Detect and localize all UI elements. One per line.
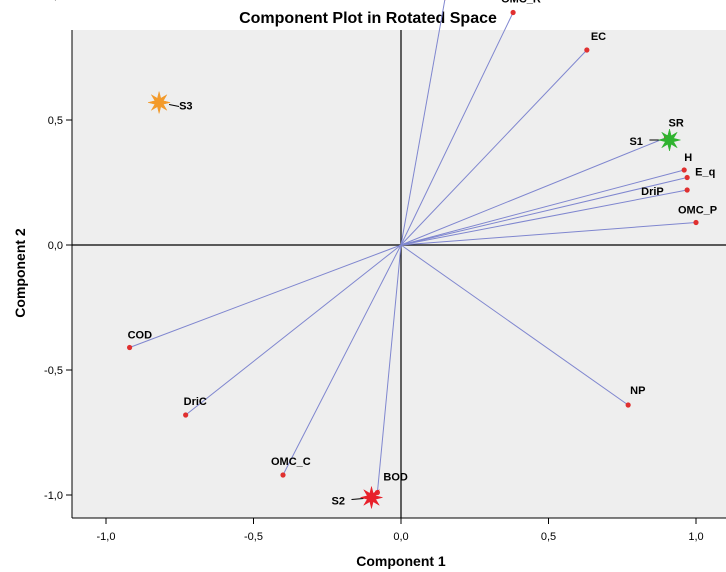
point-cod — [127, 344, 133, 351]
x-axis-label: Component 1 — [356, 553, 446, 569]
plot-area — [72, 30, 726, 518]
vector-omc-r — [400, 12, 514, 246]
y-tick-label: 0,5 — [48, 115, 63, 127]
label-omc-c: OMC_C — [271, 456, 311, 468]
star-label-s3: S3 — [179, 101, 192, 113]
vector-drir — [400, 0, 446, 246]
vector-omc-p — [400, 222, 697, 246]
x-tick-label: 1,0 — [688, 531, 703, 543]
vector-ec — [400, 49, 588, 246]
y-tick-label: 1,0 — [48, 0, 63, 2]
x-tick-label: 0,0 — [393, 531, 408, 543]
label-ec: EC — [591, 31, 606, 43]
y-tick-label: -0,5 — [44, 365, 63, 377]
vector-cod — [129, 244, 402, 348]
vector-np — [400, 244, 629, 406]
label-dric: DriC — [184, 396, 207, 408]
star-leader-s2 — [351, 498, 364, 500]
vector-bod — [376, 244, 402, 493]
point-omc-p — [693, 219, 699, 226]
vector-dric — [185, 244, 402, 416]
point-dric — [183, 412, 189, 418]
point-h — [681, 167, 687, 173]
chart-title: Component Plot in Rotated Space — [239, 10, 497, 27]
point-omc-r — [510, 9, 516, 16]
star-label-s1: S1 — [629, 136, 642, 148]
point-drip — [684, 187, 690, 193]
x-tick-label: -1,0 — [97, 531, 116, 543]
label-sr: SR — [669, 118, 684, 130]
vector-e-q — [400, 177, 688, 246]
y-axis-ticks: 1,0 0,5 0,0 -0,5 -1,0 — [44, 0, 72, 502]
point-e-q — [684, 174, 690, 181]
loading-vectors — [129, 0, 697, 493]
label-omc-p: OMC_P — [678, 205, 717, 217]
star-s3 — [148, 91, 171, 114]
label-omc-r: OMC_R — [501, 0, 541, 6]
x-tick-label: -0,5 — [244, 531, 263, 543]
point-ec — [584, 47, 590, 53]
label-drip: DriP — [641, 186, 664, 198]
label-h: H — [684, 152, 692, 164]
y-tick-label: -1,0 — [44, 490, 63, 502]
star-markers — [148, 91, 681, 509]
point-omc-c — [280, 472, 286, 478]
point-labels: DriROMC_RECSRHE_qDriPOMC_PNPBODOMC_CDriC… — [128, 0, 718, 508]
label-np: NP — [630, 385, 645, 397]
vector-drip — [400, 189, 688, 246]
vector-sr — [400, 137, 667, 246]
star-label-s2: S2 — [332, 496, 345, 508]
zero-axes — [72, 30, 726, 518]
star-s1 — [658, 128, 681, 152]
x-tick-label: 0,5 — [541, 531, 556, 543]
vector-h — [400, 169, 685, 246]
x-axis-ticks: -1,0 -0,5 0,0 0,5 1,0 — [97, 518, 704, 543]
star-leader-s3 — [169, 104, 180, 107]
label-cod: COD — [128, 330, 153, 342]
star-s2 — [360, 486, 383, 509]
y-axis-label: Component 2 — [12, 228, 28, 318]
label-e-q: E_q — [695, 167, 715, 179]
point-np — [625, 402, 631, 408]
vector-omc-c — [282, 244, 402, 476]
label-bod: BOD — [383, 472, 408, 484]
y-tick-label: 0,0 — [48, 240, 63, 252]
